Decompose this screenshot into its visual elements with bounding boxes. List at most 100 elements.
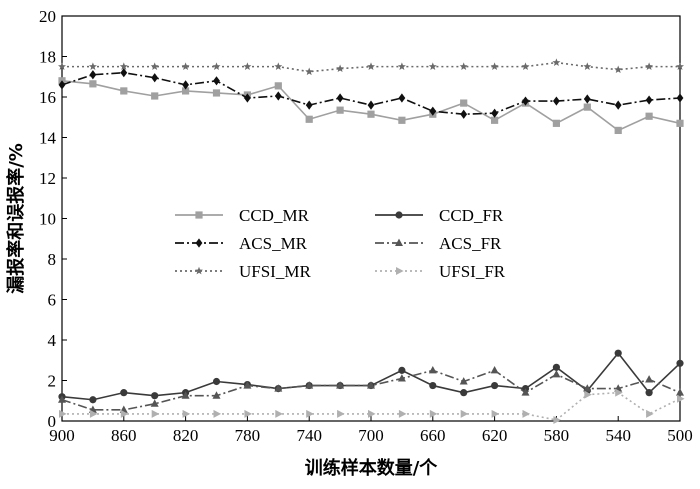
data-point-ccd-mr [583, 103, 591, 111]
data-point-ccd-fr [151, 392, 159, 400]
x-tick-label: 540 [605, 426, 631, 445]
x-tick-label: 820 [173, 426, 199, 445]
data-point-ufsi-mr [428, 62, 437, 71]
data-point-ccd-mr [460, 99, 468, 107]
data-point-acs-fr [150, 399, 159, 407]
data-point-acs-mr [491, 108, 498, 118]
data-point-ufsi-mr [490, 62, 499, 71]
data-point-ccd-fr [120, 389, 128, 397]
data-point-ufsi-fr [213, 409, 222, 418]
data-point-acs-mr [89, 70, 97, 80]
data-point-ufsi-fr [59, 409, 67, 418]
data-point-ccd-fr [398, 366, 406, 374]
x-tick-label: 620 [482, 426, 508, 445]
data-point-acs-fr [459, 377, 468, 385]
data-point-ccd-fr [429, 381, 437, 390]
data-point-ufsi-fr [460, 409, 469, 418]
data-point-ufsi-mr [459, 62, 468, 71]
data-point-acs-mr [244, 93, 251, 103]
data-point-acs-fr [397, 374, 406, 382]
y-tick-label: 16 [39, 88, 56, 107]
data-point-acs-fr [490, 365, 499, 374]
data-point-ufsi-fr [368, 409, 376, 418]
data-point-ufsi-fr [306, 409, 314, 418]
data-point-acs-mr [274, 91, 282, 101]
data-point-ufsi-fr [677, 394, 685, 403]
x-axis-title: 训练样本数量/个 [305, 457, 439, 479]
data-point-ufsi-fr [646, 409, 654, 418]
data-point-ufsi-fr [120, 409, 129, 418]
data-point-acs-mr [645, 95, 653, 105]
y-axis-title: 漏报率和误报率/% [5, 143, 27, 294]
data-point-acs-fr [583, 384, 592, 392]
data-point-ccd-fr [212, 377, 221, 386]
data-point-ccd-mr [151, 92, 159, 100]
y-tick-label: 10 [39, 210, 56, 229]
legend: CCD_MR ACS_MR UFSI_MR CCD_FR ACS_FR UFSI_FR [175, 206, 506, 281]
data-point-ufsi-mr [119, 62, 128, 71]
series-ufsi-mr [58, 58, 684, 76]
data-point-ufsi-fr [584, 390, 592, 399]
data-point-ccd-fr [491, 381, 499, 390]
data-point-ccd-fr [614, 349, 622, 357]
series-ufsi-fr [59, 388, 685, 424]
legend-entry-ufsi-mr: UFSI_MR [175, 262, 311, 281]
data-point-ufsi-fr [182, 409, 191, 418]
data-point-acs-mr [305, 100, 313, 110]
x-tick-label: 500 [667, 426, 693, 445]
data-point-acs-mr [676, 93, 684, 103]
data-point-ufsi-mr [305, 67, 314, 76]
data-point-acs-mr [367, 100, 375, 110]
y-tick-label: 20 [39, 7, 56, 26]
data-point-ccd-mr [305, 115, 313, 123]
data-point-acs-fr [305, 381, 314, 389]
data-point-ufsi-fr [522, 409, 531, 418]
data-point-acs-mr [151, 73, 159, 83]
y-tick-label: 6 [48, 291, 57, 310]
data-point-acs-fr [336, 381, 345, 389]
data-point-ccd-fr [460, 389, 468, 397]
legend-marker-ufsi-fr [396, 267, 404, 275]
data-point-ufsi-fr [398, 409, 407, 418]
data-point-ccd-mr [552, 119, 560, 127]
y-tick-label: 0 [48, 412, 57, 431]
y-tick-label: 2 [48, 372, 57, 391]
data-point-ccd-mr [676, 119, 684, 127]
data-point-acs-fr [181, 391, 190, 399]
axes: 0 2 4 6 8 10 12 14 16 18 20 900 860 820 780 740 700 660 62… [39, 7, 693, 445]
y-tick-label: 18 [39, 48, 56, 67]
data-point-acs-mr [614, 100, 622, 110]
data-point-ufsi-mr [367, 62, 375, 71]
data-point-acs-mr [336, 93, 344, 103]
data-point-ccd-mr [274, 82, 282, 90]
y-tick-label: 8 [48, 250, 57, 269]
data-point-ufsi-fr [151, 409, 160, 418]
legend-marker-ufsi-mr [195, 266, 203, 275]
legend-marker-ccd-mr [195, 211, 203, 219]
x-tick-label: 780 [235, 426, 261, 445]
y-tick-label: 4 [48, 331, 57, 350]
data-point-acs-mr [120, 68, 128, 78]
data-point-ccd-mr [120, 87, 128, 95]
data-point-ufsi-mr [676, 62, 684, 71]
data-point-acs-fr [212, 391, 221, 399]
data-point-acs-fr [274, 384, 283, 392]
data-point-acs-mr [583, 94, 591, 104]
data-point-ufsi-mr [583, 62, 592, 71]
legend-entry-acs-fr: ACS_FR [375, 234, 502, 253]
data-point-acs-fr [367, 381, 375, 389]
x-tick-label: 700 [358, 426, 384, 445]
data-point-acs-fr [58, 395, 66, 403]
data-point-ufsi-mr [274, 62, 283, 71]
y-tick-label: 12 [39, 169, 56, 188]
data-point-acs-mr [460, 109, 468, 119]
data-point-acs-mr [213, 76, 220, 86]
data-point-acs-mr [398, 93, 406, 103]
data-point-ccd-mr [491, 116, 499, 124]
data-point-ccd-fr [676, 359, 684, 367]
data-point-ccd-mr [645, 112, 653, 120]
data-point-ccd-mr [212, 89, 221, 97]
data-point-acs-mr [182, 80, 189, 90]
series-acs-mr [58, 68, 684, 119]
